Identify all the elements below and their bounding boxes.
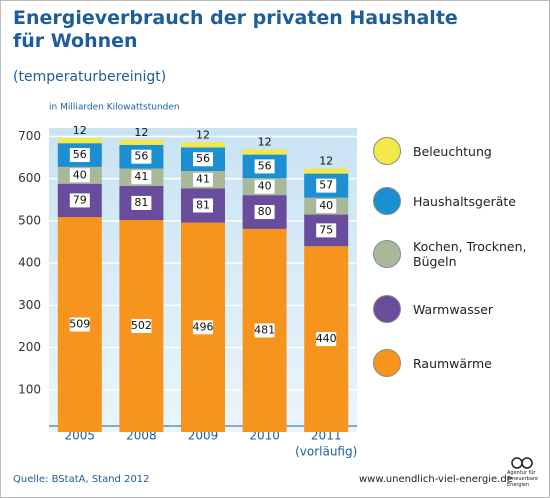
legend-icon (373, 295, 401, 323)
legend-item: Beleuchtung (373, 137, 543, 165)
data-label: 481 (254, 323, 275, 336)
data-label: 56 (73, 148, 87, 161)
legend-item: Kochen, Trocknen, Bügeln (373, 239, 543, 269)
data-label-box (69, 148, 90, 163)
data-label: 41 (134, 170, 148, 183)
data-label-box (131, 170, 152, 185)
y-tick-label: 600 (18, 171, 41, 185)
logo-text: Agentur für Erneuerbare Energien (507, 470, 538, 488)
legend-icon (373, 349, 401, 377)
data-label: 40 (258, 180, 272, 193)
y-tick-label: 400 (18, 256, 41, 270)
legend-label: Warmwasser (413, 301, 494, 317)
data-label: 41 (196, 173, 210, 186)
data-label-box (193, 320, 213, 335)
data-label: 75 (319, 223, 333, 236)
subtitle: (temperaturbereinigt) (13, 69, 166, 85)
legend-item: Raumwärme (373, 349, 543, 377)
data-label: 57 (319, 179, 333, 192)
y-tick-label: 500 (18, 213, 41, 227)
legend-label: Raumwärme (413, 355, 492, 371)
y-tick-label: 100 (18, 382, 41, 396)
data-label-box (69, 193, 90, 208)
data-label: 56 (134, 150, 148, 163)
data-label-box (254, 159, 275, 174)
bar-segment (119, 139, 164, 145)
legend-icon (373, 240, 401, 268)
data-label: 509 (69, 318, 90, 331)
data-label-box (254, 205, 275, 220)
data-label: 79 (73, 193, 87, 206)
legend-label: Beleuchtung (413, 143, 492, 159)
x-note: (vorläufig) (295, 445, 357, 459)
data-label-box (316, 332, 337, 347)
data-label: 81 (134, 196, 148, 209)
chart-title: Energieverbrauch der privaten Haushalte … (13, 7, 458, 52)
data-label: 12 (258, 136, 272, 149)
data-label: 40 (73, 168, 87, 181)
logo-icon (511, 457, 523, 469)
data-label: 56 (258, 159, 272, 172)
data-label: 12 (196, 128, 210, 141)
data-label: 56 (196, 152, 210, 165)
y-axis-label: in Milliarden Kilowattstunden (49, 103, 180, 113)
data-label: 502 (131, 319, 152, 332)
data-label: 40 (319, 199, 333, 212)
legend-label: Kochen, Trocknen, Bügeln (413, 239, 527, 269)
y-tick-label: 700 (18, 129, 41, 143)
source: Quelle: BStatA, Stand 2012 (13, 474, 150, 485)
logo-icon (521, 457, 533, 469)
data-label-box (69, 168, 90, 183)
data-label-box (193, 172, 213, 187)
bar-segment (304, 168, 349, 174)
data-label-box (316, 199, 337, 214)
data-label: 440 (316, 332, 337, 345)
data-label-box (131, 319, 152, 334)
data-label-box (131, 195, 152, 210)
bar-segment (57, 138, 102, 144)
data-label-box (131, 149, 152, 164)
data-label: 81 (196, 198, 210, 211)
data-label-box (193, 198, 213, 213)
data-label-box (316, 178, 337, 193)
data-label-box (316, 223, 337, 238)
y-tick-label: 300 (18, 298, 41, 312)
data-label: 12 (73, 124, 87, 137)
legend-label: Haushaltsgeräte (413, 193, 516, 209)
data-label-box (193, 152, 213, 167)
legend-item: Warmwasser (373, 295, 543, 323)
legend-icon (373, 137, 401, 165)
legend-icon (373, 187, 401, 215)
data-label: 12 (319, 155, 333, 168)
data-label-box (254, 323, 275, 338)
data-label-box (254, 179, 275, 194)
data-label-box (69, 317, 90, 332)
bar-segment (242, 149, 287, 155)
data-label: 80 (258, 205, 272, 218)
legend-item: Haushaltsgeräte (373, 187, 543, 215)
bar-segment (181, 142, 225, 148)
url: www.unendlich-viel-energie.de (359, 474, 513, 485)
data-label: 12 (134, 126, 148, 139)
data-label: 496 (193, 320, 214, 333)
y-tick-label: 200 (18, 340, 41, 354)
